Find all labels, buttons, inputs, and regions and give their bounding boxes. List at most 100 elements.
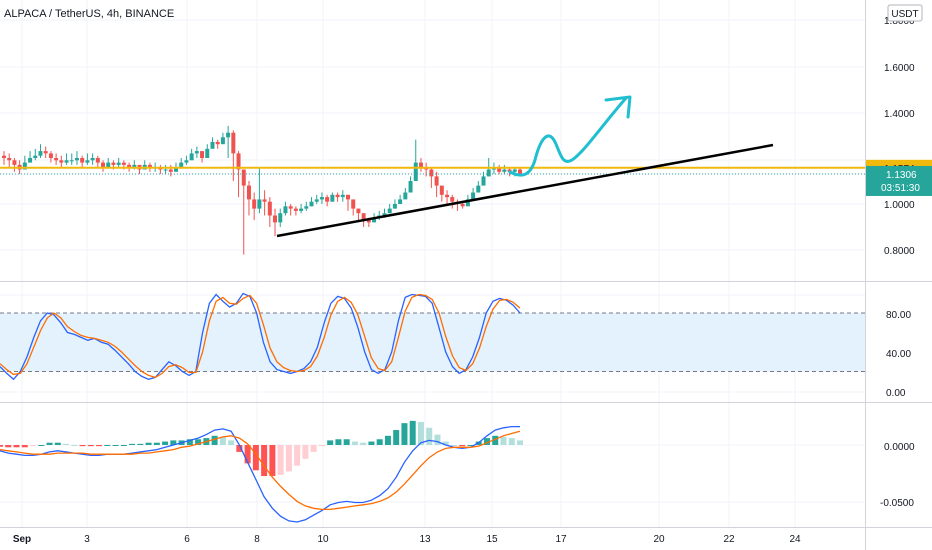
candle-body xyxy=(184,160,189,163)
candle-body xyxy=(205,148,210,158)
currency-badge[interactable]: USDT xyxy=(887,4,923,22)
candle-body xyxy=(174,167,178,172)
candle-body xyxy=(450,197,455,202)
macd-histogram-bar xyxy=(21,445,28,448)
candle-body xyxy=(2,155,6,158)
candle-body xyxy=(215,141,220,145)
currency-badge-label: USDT xyxy=(891,9,918,20)
candle-body xyxy=(132,164,137,168)
candle-body xyxy=(434,176,439,186)
candle-body xyxy=(22,162,27,170)
price-tick-label: 1.0000 xyxy=(884,200,915,211)
macd-histogram-bar xyxy=(244,445,251,464)
candle-body xyxy=(116,162,121,165)
stochastic-tick-label: 80.00 xyxy=(886,310,911,321)
macd-histogram-bar xyxy=(368,441,375,445)
candle-body xyxy=(356,208,361,214)
candle-body xyxy=(7,158,12,161)
time-tick-label: 17 xyxy=(555,534,567,545)
candle-body xyxy=(48,153,53,158)
time-tick-label: 3 xyxy=(84,534,90,545)
candle-body xyxy=(121,162,126,165)
candle-body xyxy=(267,201,272,216)
candle-body xyxy=(252,199,257,209)
time-tick-label: 8 xyxy=(254,534,260,545)
candle-body xyxy=(429,169,434,177)
candle-body xyxy=(111,162,116,165)
candle-body xyxy=(85,160,90,163)
candle-body xyxy=(127,164,132,168)
macd-lines xyxy=(0,425,521,523)
macd-line xyxy=(0,425,520,523)
candle-body xyxy=(465,199,470,207)
macd-histogram-bar xyxy=(162,441,169,445)
candle-body xyxy=(512,169,517,172)
candle-body xyxy=(28,158,33,163)
time-tick-label: 22 xyxy=(723,534,735,545)
candle-body xyxy=(382,213,387,216)
macd-histogram-bar xyxy=(129,443,136,445)
price-pane[interactable] xyxy=(0,0,865,280)
macd-histogram-bar xyxy=(71,445,78,446)
macd-histogram-bar xyxy=(318,445,325,447)
stochastic-tick-label: 0.00 xyxy=(886,388,906,399)
macd-histogram-bar xyxy=(310,445,317,452)
candle-body xyxy=(351,199,356,209)
macd-histogram-bar xyxy=(104,445,111,446)
candle-body xyxy=(168,169,173,172)
candle-body xyxy=(210,141,215,149)
stochastic-lines xyxy=(0,292,521,381)
macd-histogram-bar xyxy=(79,445,86,447)
chart-drawings xyxy=(0,95,865,238)
macd-histogram-bar xyxy=(426,427,433,445)
macd-histogram-bar xyxy=(376,439,383,445)
macd-histogram-bar xyxy=(0,445,3,447)
candle-body xyxy=(299,208,304,211)
price-axis[interactable]: 1.80001.60001.40001.00000.800080.0040.00… xyxy=(866,16,932,509)
candle-body xyxy=(439,185,444,195)
time-tick-label: 20 xyxy=(653,534,665,545)
candle-body xyxy=(69,160,74,162)
macd-histogram-bar xyxy=(401,423,408,445)
time-axis[interactable]: Sep 3 6 8 10 13 15 17 20 22 24 xyxy=(13,534,801,545)
candle-body xyxy=(288,206,293,209)
macd-tick-label: 0.0000 xyxy=(884,442,915,453)
trendline xyxy=(276,143,774,238)
stochastic-d-line xyxy=(0,293,521,379)
candle-body xyxy=(497,167,502,172)
macd-histogram-bar xyxy=(277,445,284,475)
macd-histogram-bar xyxy=(517,440,523,445)
macd-histogram-bar xyxy=(112,445,119,446)
candle-body xyxy=(481,176,486,186)
candle-body xyxy=(361,213,366,221)
macd-histogram-bar xyxy=(285,445,292,472)
candle-body xyxy=(226,132,231,138)
macd-histogram-bar xyxy=(360,442,367,445)
candle-body xyxy=(262,199,267,202)
macd-tick-label: -0.0500 xyxy=(880,498,914,509)
candle-body xyxy=(445,194,450,198)
candle-body xyxy=(194,151,199,154)
candle-body xyxy=(372,217,377,223)
macd-histogram-bar xyxy=(467,445,474,446)
candle-body xyxy=(179,162,184,168)
macd-histogram-bar xyxy=(211,435,218,445)
candle-body xyxy=(330,194,335,202)
candle-body xyxy=(38,151,43,156)
candle-body xyxy=(340,194,345,198)
candle-body xyxy=(471,192,476,200)
candle-body xyxy=(241,169,246,186)
candle-body xyxy=(106,162,111,168)
macd-histogram-bar xyxy=(54,442,61,445)
last-price-tag[interactable] xyxy=(866,165,932,196)
macd-pane[interactable] xyxy=(0,404,865,526)
macd-histogram-bar xyxy=(500,436,507,445)
macd-histogram-bar xyxy=(170,440,177,445)
macd-histogram-bar xyxy=(508,438,515,445)
candle-body xyxy=(366,220,371,223)
candle-body xyxy=(346,194,350,200)
candle-body xyxy=(403,192,408,200)
candle-body xyxy=(64,160,69,163)
time-tick-label: 10 xyxy=(317,534,329,545)
